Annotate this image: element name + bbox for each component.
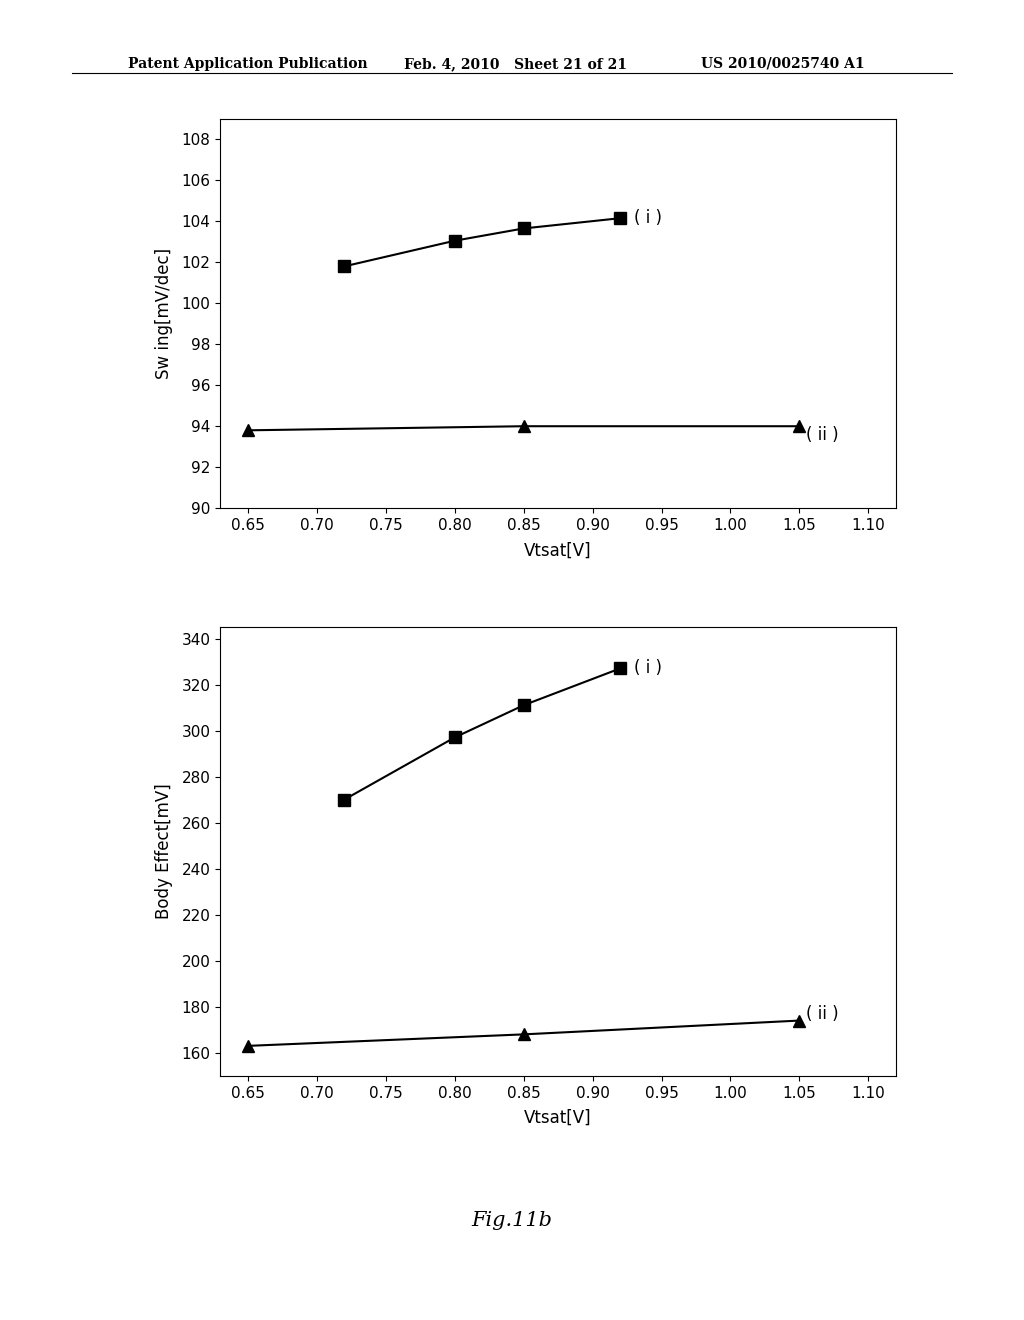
Text: Patent Application Publication: Patent Application Publication: [128, 57, 368, 71]
Y-axis label: Sw ing[mV/dec]: Sw ing[mV/dec]: [155, 248, 173, 379]
Y-axis label: Body Effect[mV]: Body Effect[mV]: [155, 784, 173, 919]
Text: US 2010/0025740 A1: US 2010/0025740 A1: [701, 57, 865, 71]
Text: ( i ): ( i ): [634, 209, 662, 227]
Text: ( i ): ( i ): [634, 660, 662, 677]
X-axis label: Vtsat[V]: Vtsat[V]: [524, 541, 592, 560]
Text: Fig.11b: Fig.11b: [471, 1212, 553, 1230]
Text: ( ii ): ( ii ): [806, 1005, 839, 1023]
X-axis label: Vtsat[V]: Vtsat[V]: [524, 1109, 592, 1127]
Text: Feb. 4, 2010   Sheet 21 of 21: Feb. 4, 2010 Sheet 21 of 21: [404, 57, 628, 71]
Text: ( ii ): ( ii ): [806, 426, 839, 445]
